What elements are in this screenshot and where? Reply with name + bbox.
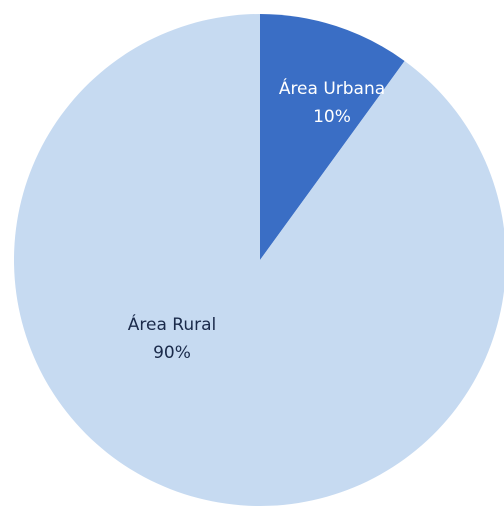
slice-label: Área Rural [128,313,216,335]
slice-value-label: 90% [153,343,191,363]
slice-value-label: 10% [313,107,351,127]
pie-slice [14,14,504,506]
slice-label: Área Urbana [279,77,385,99]
pie-slice [260,14,405,260]
